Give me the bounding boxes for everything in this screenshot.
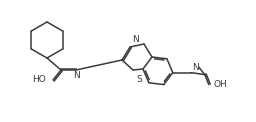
Text: N: N bbox=[132, 35, 139, 44]
Text: N: N bbox=[73, 71, 79, 80]
Text: N: N bbox=[192, 63, 199, 72]
Text: S: S bbox=[136, 75, 142, 84]
Text: OH: OH bbox=[214, 80, 228, 89]
Text: HO: HO bbox=[32, 75, 46, 83]
